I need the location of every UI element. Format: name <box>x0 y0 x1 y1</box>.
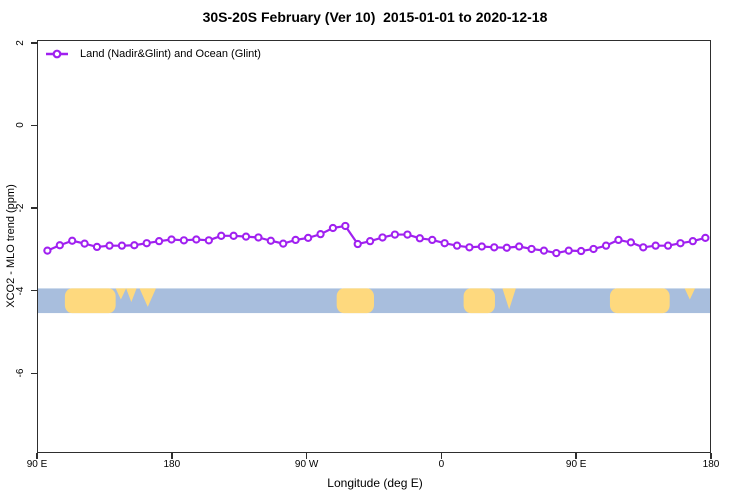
y-axis-tick <box>31 289 37 292</box>
y-axis-tick <box>31 207 37 209</box>
x-tick-label: 90 E <box>26 459 48 470</box>
x-tick-label: 180 <box>702 459 720 470</box>
y-axis-tick <box>31 372 37 375</box>
legend-line-marker-icon <box>46 49 68 59</box>
x-tick-label: 90 W <box>294 459 319 470</box>
plot-canvas <box>38 221 710 314</box>
y-axis-label: XCO2 - MLO trend (ppm) <box>5 184 17 308</box>
x-tick-label: 0 <box>438 459 445 470</box>
x-axis-tick <box>36 453 38 459</box>
plot-area: Land (Nadir&Glint) and Ocean (Glint) <box>37 40 711 453</box>
x-axis-tick <box>710 453 712 459</box>
y-tick-label: 2 <box>15 40 26 46</box>
x-axis-tick <box>575 453 577 459</box>
chart-title: 30S-20S February (Ver 10) 2015-01-01 to … <box>202 9 548 25</box>
x-tick-label: 180 <box>163 459 181 470</box>
y-tick-label: -6 <box>15 368 26 378</box>
y-axis-tick <box>31 124 37 127</box>
x-axis-label: Longitude (deg E) <box>327 476 423 490</box>
x-axis-tick <box>305 453 308 459</box>
legend: Land (Nadir&Glint) and Ocean (Glint) <box>44 47 261 61</box>
x-tick-label: 90 E <box>565 459 587 470</box>
x-axis-tick <box>171 453 173 459</box>
legend-label: Land (Nadir&Glint) and Ocean (Glint) <box>80 48 261 60</box>
y-axis-tick <box>31 42 37 44</box>
x-axis-tick <box>440 453 443 459</box>
